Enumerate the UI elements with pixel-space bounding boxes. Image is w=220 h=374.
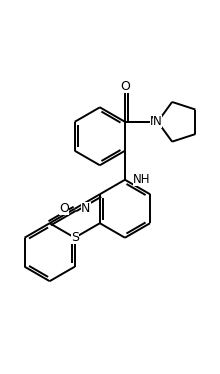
Text: N: N [153, 115, 162, 128]
Text: N: N [81, 202, 90, 215]
Text: N: N [150, 115, 158, 128]
Text: O: O [120, 80, 130, 93]
Text: O: O [59, 202, 69, 215]
Text: S: S [71, 231, 79, 244]
Text: NH: NH [133, 173, 150, 186]
